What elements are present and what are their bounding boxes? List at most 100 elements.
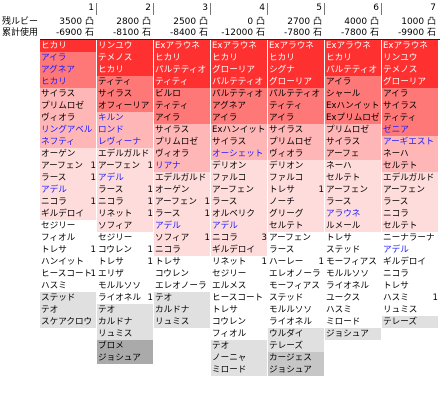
unit-cell[interactable]: オルベリク — [211, 208, 267, 220]
unit-cell[interactable]: コウレン — [154, 268, 210, 280]
unit-cell[interactable]: ヒカリ — [40, 40, 96, 52]
unit-cell[interactable]: トレサ — [211, 304, 267, 316]
unit-cell[interactable]: アーフェン — [325, 184, 381, 196]
unit-cell[interactable]: アーギエスト — [382, 136, 438, 148]
unit-cell[interactable]: モルルソソ — [325, 268, 381, 280]
unit-cell[interactable]: ニコラ — [382, 268, 438, 280]
unit-cell[interactable]: デリオン — [268, 160, 324, 172]
unit-cell[interactable]: モルルソソ — [97, 280, 153, 292]
unit-cell[interactable]: Exアラウネ — [268, 40, 324, 52]
unit-cell[interactable]: スケアクロウ — [40, 316, 96, 328]
unit-cell[interactable]: ヒースコート — [211, 292, 267, 304]
unit-cell[interactable]: ハーレー — [268, 256, 324, 268]
unit-cell[interactable]: アラウネ — [325, 208, 381, 220]
unit-cell[interactable]: ブロメ — [97, 340, 153, 352]
unit-cell[interactable]: リアナ — [154, 160, 210, 172]
unit-cell[interactable]: ルメール — [325, 220, 381, 232]
unit-cell[interactable]: ラース — [325, 196, 381, 208]
unit-cell[interactable]: サイラス — [40, 88, 96, 100]
unit-cell[interactable]: シャール — [325, 88, 381, 100]
unit-cell[interactable]: アイラ — [154, 112, 210, 124]
unit-cell[interactable]: オーゲン — [154, 184, 210, 196]
unit-cell[interactable]: ニコラ — [382, 208, 438, 220]
unit-cell[interactable]: サイラス — [211, 136, 267, 148]
unit-cell[interactable]: リンユウ — [97, 40, 153, 52]
unit-cell[interactable]: アーフェン — [268, 232, 324, 244]
unit-cell[interactable]: サイラス — [154, 124, 210, 136]
unit-cell[interactable]: キルン — [97, 112, 153, 124]
unit-cell[interactable]: ヴィオラ — [268, 148, 324, 160]
unit-cell[interactable]: エルメス — [211, 280, 267, 292]
unit-cell[interactable]: Exハンイット — [325, 100, 381, 112]
unit-cell[interactable]: アグネア — [40, 64, 96, 76]
unit-cell[interactable]: ヒカリ — [325, 52, 381, 64]
unit-cell[interactable]: ステッド — [268, 292, 324, 304]
unit-cell[interactable]: Exアラウネ — [325, 40, 381, 52]
unit-cell[interactable]: パルテティオ — [154, 64, 210, 76]
unit-cell[interactable]: セルテト — [325, 172, 381, 184]
unit-cell[interactable]: ジョシュア — [325, 328, 381, 340]
unit-cell[interactable]: Exハンイット — [211, 124, 267, 136]
unit-cell[interactable]: ヒカリ — [154, 52, 210, 64]
unit-cell[interactable]: ラース — [97, 184, 153, 196]
unit-cell[interactable]: エレオノーラ — [154, 280, 210, 292]
unit-cell[interactable]: サイラス — [325, 136, 381, 148]
unit-cell[interactable]: ファルコ — [268, 172, 324, 184]
unit-cell[interactable]: カージェス — [268, 352, 324, 364]
unit-cell[interactable]: ソフィア — [97, 220, 153, 232]
unit-cell[interactable]: パルテティオ — [268, 88, 324, 100]
unit-cell[interactable]: Exプリムロゼ — [325, 112, 381, 124]
unit-cell[interactable]: ヴィオラ — [154, 148, 210, 160]
unit-cell[interactable]: アデル — [154, 220, 210, 232]
unit-cell[interactable]: プリムロゼ — [40, 100, 96, 112]
unit-cell[interactable]: オーゲン — [40, 148, 96, 160]
unit-cell[interactable]: ヒースコート — [40, 268, 96, 280]
unit-cell[interactable]: サイラス — [97, 88, 153, 100]
unit-cell[interactable]: セルテト — [268, 220, 324, 232]
unit-cell[interactable]: ラース — [382, 196, 438, 208]
unit-cell[interactable]: アイラ — [268, 112, 324, 124]
unit-cell[interactable]: モルルソソ — [268, 304, 324, 316]
unit-cell[interactable]: リングアベル — [40, 124, 96, 136]
unit-cell[interactable]: グローリア — [211, 64, 267, 76]
unit-cell[interactable]: セルテト — [382, 220, 438, 232]
unit-cell[interactable]: Exアラウネ — [211, 40, 267, 52]
unit-cell[interactable]: トレサ — [40, 244, 96, 256]
unit-cell[interactable]: アイラ — [40, 52, 96, 64]
unit-cell[interactable]: アーフェン — [97, 160, 153, 172]
unit-cell[interactable]: アーフェン — [382, 184, 438, 196]
unit-cell[interactable]: テレーズ — [382, 316, 438, 328]
unit-cell[interactable]: ヒカリ — [268, 52, 324, 64]
unit-cell[interactable]: トレサ — [154, 256, 210, 268]
unit-cell[interactable]: リネット — [211, 256, 267, 268]
unit-cell[interactable]: ノーチ — [268, 196, 324, 208]
unit-cell[interactable]: ライオネル — [325, 280, 381, 292]
unit-cell[interactable]: ティティ — [154, 100, 210, 112]
unit-cell[interactable]: フィオル — [40, 232, 96, 244]
unit-cell[interactable]: アグネア — [211, 100, 267, 112]
unit-cell[interactable]: アイラ — [325, 76, 381, 88]
unit-cell[interactable]: アデル — [211, 220, 267, 232]
unit-cell[interactable]: テオ — [97, 304, 153, 316]
unit-cell[interactable]: ティティ — [97, 76, 153, 88]
unit-cell[interactable]: ネフティ — [40, 136, 96, 148]
unit-cell[interactable]: カルドナ — [97, 316, 153, 328]
unit-cell[interactable]: アーフェン — [211, 184, 267, 196]
unit-cell[interactable]: テメノス — [382, 64, 438, 76]
unit-cell[interactable]: ティティ — [154, 76, 210, 88]
unit-cell[interactable]: カルドナ — [154, 304, 210, 316]
unit-cell[interactable]: エデルガルド — [154, 172, 210, 184]
unit-cell[interactable]: パルテティオ — [211, 88, 267, 100]
unit-cell[interactable]: ラース — [40, 172, 96, 184]
unit-cell[interactable]: エレオノーラ — [268, 268, 324, 280]
unit-cell[interactable]: アーフェ — [325, 148, 381, 160]
unit-cell[interactable]: ラース — [211, 196, 267, 208]
unit-cell[interactable]: ニコラ — [154, 244, 210, 256]
unit-cell[interactable]: エデルガルド — [97, 148, 153, 160]
unit-cell[interactable]: アイラ — [211, 112, 267, 124]
unit-cell[interactable]: ティティ — [382, 112, 438, 124]
unit-cell[interactable]: ハスミ — [325, 304, 381, 316]
unit-cell[interactable]: パルテティオ — [211, 76, 267, 88]
unit-cell[interactable]: シグナ — [268, 64, 324, 76]
unit-cell[interactable]: プリムロゼ — [325, 124, 381, 136]
